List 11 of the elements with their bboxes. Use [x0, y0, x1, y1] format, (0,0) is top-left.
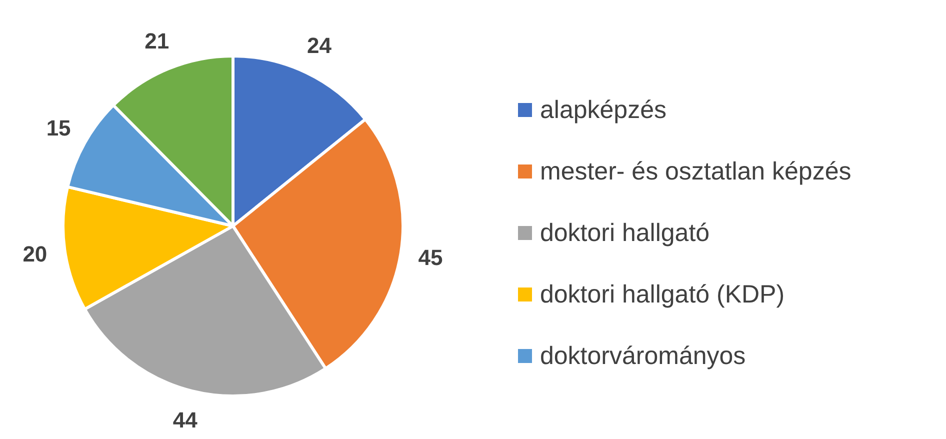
data-label: 21: [144, 28, 170, 54]
data-label: 44: [172, 408, 198, 433]
data-label: 20: [22, 241, 48, 266]
legend-label: alapképzés: [540, 96, 666, 124]
legend-label: doktori hallgató (KDP): [540, 280, 785, 308]
data-label: 45: [418, 244, 443, 270]
legend-label: mester- és osztatlan képzés: [540, 158, 852, 186]
data-label: 24: [307, 33, 332, 58]
data-label: 15: [46, 116, 71, 141]
legend-label: doktori hallgató: [540, 219, 710, 247]
legend-label: doktorvárományos: [540, 342, 746, 370]
